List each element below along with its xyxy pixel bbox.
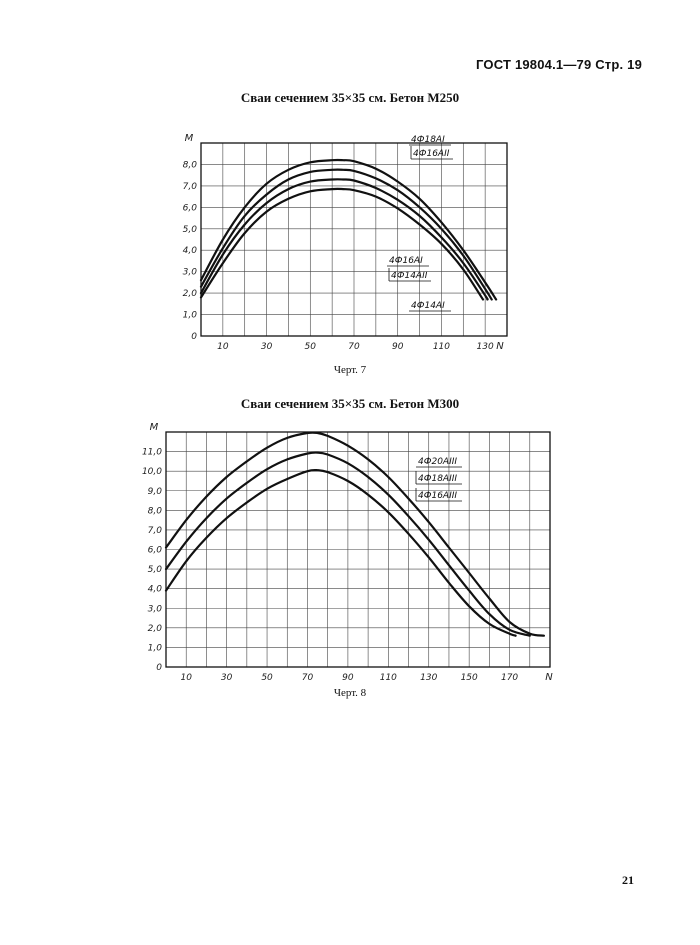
plot-frame [200, 142, 508, 337]
y-tick-label: 11,0 [142, 448, 162, 458]
x-axis-label: N [545, 672, 553, 683]
standard-code: ГОСТ 19804.1—79 [476, 57, 592, 72]
series-curve-0 [199, 158, 498, 301]
grid [201, 143, 507, 336]
x-tick-label: 170 [501, 673, 518, 683]
grid [166, 432, 550, 667]
x-tick-label: 50 [261, 673, 273, 683]
x-tick-label: 30 [261, 342, 273, 352]
x-tick-label: 90 [342, 673, 354, 683]
y-tick-label: 4,0 [148, 585, 163, 595]
chart-8: 0 1,0 2,0 3,0 4,0 5,0 6,0 7,0 8,0 9,0 10,0 11,0 10 30… [142, 422, 553, 683]
series-curve-1 [164, 451, 531, 637]
y-tick-label: 6,0 [148, 546, 163, 556]
y-axis-label: М [185, 133, 194, 144]
y-tick-label: 10,0 [142, 467, 162, 477]
y-tick-label: 1,0 [148, 643, 163, 653]
series-curve-2 [199, 178, 489, 301]
plot-frame [165, 431, 551, 668]
page-number: 21 [622, 873, 634, 887]
curve-label: 4Ф16АIII [418, 491, 457, 501]
y-tick-label: 2,0 [148, 624, 163, 634]
x-tick-label: 10 [217, 342, 229, 352]
curve-label: 4Ф14АII [391, 271, 428, 281]
x-tick-label: 50 [305, 342, 317, 352]
x-tick-label: 70 [302, 673, 314, 683]
x-tick-label: 130 [477, 342, 494, 352]
y-tick-label: 3,0 [183, 268, 198, 278]
chart-7: 0 1,0 2,0 3,0 4,0 5,0 6,0 7,0 8,0 10 30 50 70 90 110 13… [183, 133, 508, 352]
x-tick-label: 150 [461, 673, 478, 683]
curve-label: 4Ф18АIII [418, 474, 457, 484]
y-tick-label: 8,0 [183, 160, 198, 170]
x-tick-label: 10 [180, 673, 192, 683]
curve-label: 4Ф16АI [389, 256, 423, 266]
series-curve-3 [199, 187, 485, 301]
x-tick-label: 110 [433, 342, 450, 352]
y-axis-label: М [150, 422, 159, 433]
curve-label: 4Ф18АI [411, 135, 445, 145]
y-tick-label: 0 [156, 663, 162, 673]
y-tick-label: 7,0 [183, 182, 198, 192]
y-tick-label: 6,0 [183, 203, 198, 213]
series-curve-1 [199, 168, 493, 301]
series-curve-0 [164, 431, 545, 637]
y-tick-label: 5,0 [148, 565, 163, 575]
page-label: Стр. 19 [595, 57, 642, 72]
x-tick-label: 30 [221, 673, 233, 683]
y-tick-label: 2,0 [183, 289, 198, 299]
x-tick-label: 70 [348, 342, 360, 352]
chart-8-title: Сваи сечением 35×35 см. Бетон М300 [240, 396, 460, 411]
series-curve-2 [164, 468, 517, 637]
x-tick-label: 90 [392, 342, 404, 352]
page-header: ГОСТ 19804.1—79 Стр. 19 [476, 57, 642, 72]
curve-label: 4Ф16АII [413, 149, 450, 159]
y-tick-label: 0 [191, 332, 197, 342]
curve-label: 4Ф14АI [411, 301, 445, 311]
chart-8-caption: Черт. 8 [333, 687, 367, 699]
curve-label: 4Ф20АIII [418, 457, 457, 467]
y-tick-label: 7,0 [148, 526, 163, 536]
x-tick-label: 130 [420, 673, 437, 683]
chart-7-caption: Черт. 7 [333, 364, 367, 376]
x-axis-label: N [496, 341, 504, 352]
chart-7-title: Сваи сечением 35×35 см. Бетон М250 [240, 90, 460, 105]
y-tick-label: 4,0 [183, 246, 198, 256]
y-tick-label: 9,0 [148, 487, 163, 497]
x-tick-label: 110 [380, 673, 397, 683]
y-tick-label: 5,0 [183, 225, 198, 235]
y-tick-label: 8,0 [148, 506, 163, 516]
y-tick-label: 1,0 [183, 311, 198, 321]
y-tick-label: 3,0 [148, 604, 163, 614]
